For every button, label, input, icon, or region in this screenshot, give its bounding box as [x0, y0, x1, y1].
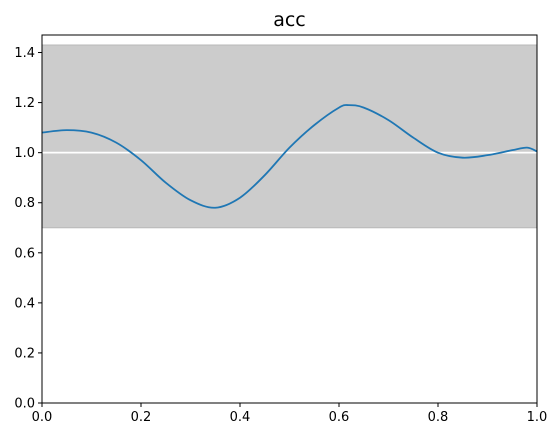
y-tick-label: 0.6	[14, 246, 35, 261]
x-tick-label: 0.0	[32, 410, 53, 425]
x-tick-label: 0.8	[428, 410, 449, 425]
x-tick-label: 1.0	[527, 410, 548, 425]
y-tick-label: 0.8	[14, 196, 35, 211]
chart-title: acc	[273, 9, 306, 31]
y-tick-label: 1.2	[14, 96, 35, 111]
y-tick-label: 0.0	[14, 397, 35, 412]
y-tick-label: 0.4	[14, 296, 35, 311]
x-tick-label: 0.6	[329, 410, 350, 425]
y-tick-label: 0.2	[14, 346, 35, 361]
series-line	[41, 104, 538, 209]
y-tick-label: 1.0	[14, 146, 35, 161]
y-axis: 0.0 0.2 0.4 0.6 0.8 1.0 1.2 1.4	[14, 46, 42, 412]
y-tick-label: 1.4	[14, 46, 35, 61]
x-axis: 0.0 0.2 0.4 0.6 0.8 1.0	[32, 403, 548, 425]
x-tick-label: 0.2	[131, 410, 152, 425]
plot-frame	[41, 34, 538, 404]
plot-band	[41, 44, 538, 229]
x-tick-label: 0.4	[230, 410, 251, 425]
